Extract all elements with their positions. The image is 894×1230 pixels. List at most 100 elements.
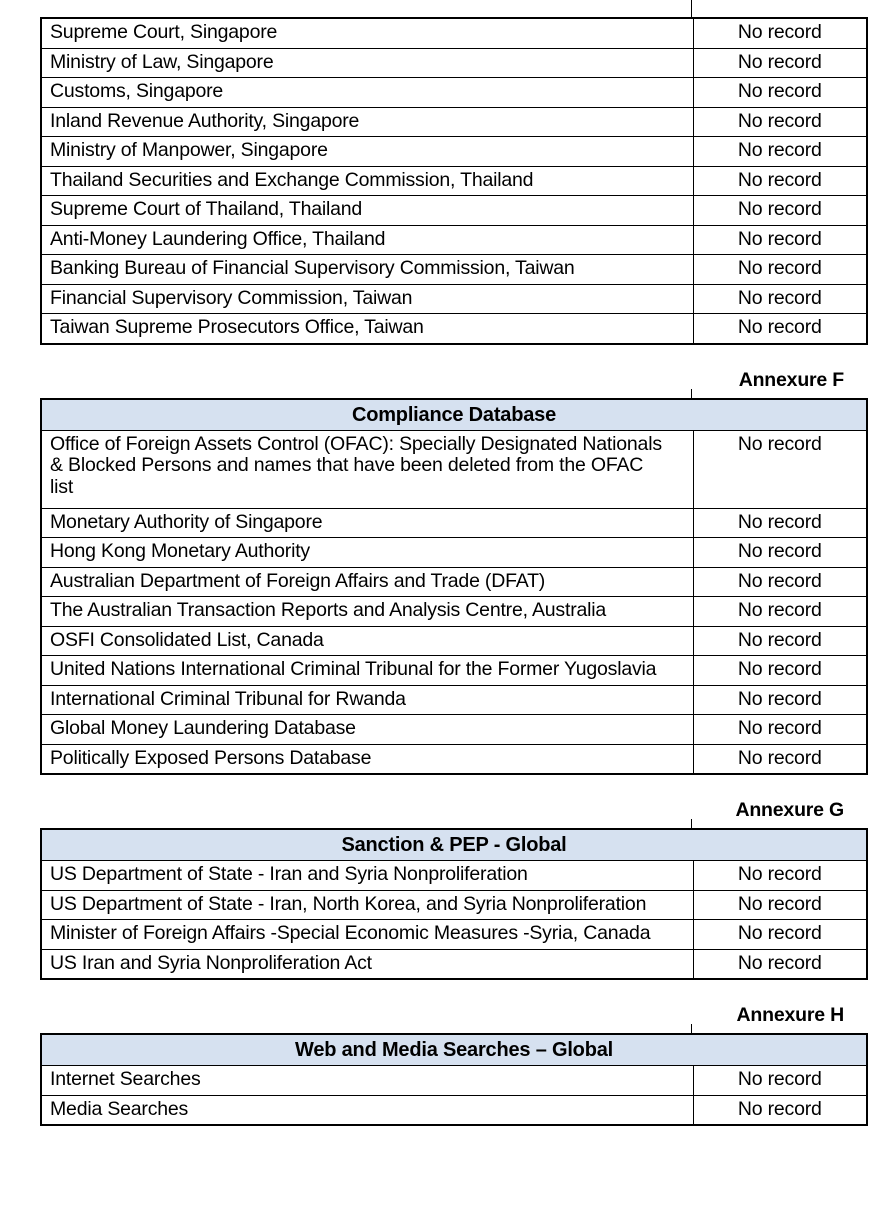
result-cell: No record bbox=[692, 948, 868, 980]
result-cell: No record bbox=[692, 106, 868, 137]
table-row: US Department of State - Iran and Syria … bbox=[40, 860, 868, 891]
table-row: International Criminal Tribunal for Rwan… bbox=[40, 684, 868, 715]
web-media-searches-table: Web and Media Searches – Global Internet… bbox=[40, 1033, 869, 1126]
table-row: Ministry of Manpower, Singapore No record bbox=[40, 136, 868, 167]
result-cell: No record bbox=[692, 429, 868, 509]
table-row: Inland Revenue Authority, Singapore No re… bbox=[40, 106, 868, 137]
result-cell: No record bbox=[692, 566, 868, 597]
table-row: Banking Bureau of Financial Supervisory … bbox=[40, 254, 868, 285]
source-cell: US Department of State - Iran, North Kor… bbox=[40, 889, 694, 920]
table-header-row: Compliance Database bbox=[40, 398, 868, 431]
result-cell: No record bbox=[692, 195, 868, 226]
table-row: Anti-Money Laundering Office, Thailand No… bbox=[40, 224, 868, 255]
annexure-label-f: Annexure F bbox=[738, 368, 844, 391]
web-media-searches-table-wrap: Web and Media Searches – Global Internet… bbox=[40, 1024, 869, 1126]
table-row: US Department of State - Iran, North Kor… bbox=[40, 889, 868, 920]
result-cell: No record bbox=[692, 919, 868, 950]
table-title: Web and Media Searches – Global bbox=[40, 1033, 868, 1066]
source-cell: OSFI Consolidated List, Canada bbox=[40, 625, 694, 656]
result-cell: No record bbox=[692, 860, 868, 891]
table-row: Hong Kong Monetary Authority No record bbox=[40, 537, 868, 568]
column-divider-tick bbox=[690, 388, 693, 398]
annexure-label-h: Annexure H bbox=[736, 1004, 845, 1026]
table-row: Supreme Court of Thailand, Thailand No re… bbox=[40, 195, 868, 226]
table-row: Internet Searches No record bbox=[40, 1065, 868, 1096]
result-cell: No record bbox=[692, 165, 868, 196]
table-row: Australian Department of Foreign Affairs… bbox=[40, 566, 868, 597]
table-row: Taiwan Supreme Prosecutors Office, Taiwa… bbox=[40, 313, 868, 344]
table-row: OSFI Consolidated List, Canada No record bbox=[40, 625, 868, 656]
result-cell: No record bbox=[692, 283, 868, 314]
result-cell: No record bbox=[692, 313, 868, 344]
source-cell: Hong Kong Monetary Authority bbox=[40, 537, 694, 568]
result-cell: No record bbox=[692, 17, 868, 49]
source-cell: Inland Revenue Authority, Singapore bbox=[40, 106, 694, 137]
source-cell: The Australian Transaction Reports and A… bbox=[40, 596, 694, 627]
result-cell: No record bbox=[692, 254, 868, 285]
table-row: Minister of Foreign Affairs -Special Eco… bbox=[40, 919, 868, 950]
annexure-label-g: Annexure G bbox=[735, 799, 844, 821]
table-row: Politically Exposed Persons Database No r… bbox=[40, 743, 868, 775]
sanction-pep-table: Sanction & PEP - Global US Department of… bbox=[40, 828, 869, 980]
source-cell: Monetary Authority of Singapore bbox=[40, 507, 694, 538]
result-cell: No record bbox=[692, 1094, 868, 1126]
result-cell: No record bbox=[692, 684, 868, 715]
table-row: Thailand Securities and Exchange Commiss… bbox=[40, 165, 868, 196]
table-row: Financial Supervisory Commission, Taiwan… bbox=[40, 283, 868, 314]
source-cell: Supreme Court of Thailand, Thailand bbox=[40, 195, 694, 226]
result-cell: No record bbox=[692, 1065, 868, 1096]
source-cell: Financial Supervisory Commission, Taiwan bbox=[40, 283, 694, 314]
result-cell: No record bbox=[692, 224, 868, 255]
table-row: Global Money Laundering Database No recor… bbox=[40, 714, 868, 745]
table-row: Monetary Authority of Singapore No record bbox=[40, 507, 868, 538]
source-cell: Ministry of Manpower, Singapore bbox=[40, 136, 694, 167]
source-cell: Customs, Singapore bbox=[40, 77, 694, 108]
source-cell: Internet Searches bbox=[40, 1065, 694, 1096]
result-cell: No record bbox=[692, 77, 868, 108]
source-cell: Supreme Court, Singapore bbox=[40, 17, 694, 49]
sanction-pep-table-wrap: Sanction & PEP - Global US Department of… bbox=[40, 819, 869, 980]
result-cell: No record bbox=[692, 507, 868, 538]
table-title: Compliance Database bbox=[40, 398, 868, 431]
column-divider-tick bbox=[690, 819, 693, 828]
table-header-row: Sanction & PEP - Global bbox=[40, 828, 868, 861]
source-cell: Office of Foreign Assets Control (OFAC):… bbox=[40, 429, 694, 509]
source-cell: Australian Department of Foreign Affairs… bbox=[40, 566, 694, 597]
table-row: Supreme Court, Singapore No record bbox=[40, 17, 868, 49]
source-cell: US Iran and Syria Nonproliferation Act bbox=[40, 948, 694, 980]
result-cell: No record bbox=[692, 889, 868, 920]
source-cell: Anti-Money Laundering Office, Thailand bbox=[40, 224, 694, 255]
source-cell: Taiwan Supreme Prosecutors Office, Taiwa… bbox=[40, 313, 694, 344]
table-row: Customs, Singapore No record bbox=[40, 77, 868, 108]
source-cell: Thailand Securities and Exchange Commiss… bbox=[40, 165, 694, 196]
screening-sources-table-continuation: Supreme Court, Singapore No record Ministr… bbox=[40, 17, 868, 345]
column-divider-tick bbox=[690, 1024, 693, 1033]
column-divider-tick bbox=[690, 0, 693, 17]
table-row: Media Searches No record bbox=[40, 1094, 868, 1126]
table-row: Office of Foreign Assets Control (OFAC):… bbox=[40, 429, 868, 509]
table-row: The Australian Transaction Reports and A… bbox=[40, 596, 868, 627]
result-cell: No record bbox=[692, 537, 868, 568]
result-cell: No record bbox=[692, 47, 868, 78]
source-cell: International Criminal Tribunal for Rwan… bbox=[40, 684, 694, 715]
source-cell: Ministry of Law, Singapore bbox=[40, 47, 694, 78]
compliance-database-table: Compliance Database Office of Foreign As… bbox=[40, 397, 868, 775]
table-title: Sanction & PEP - Global bbox=[40, 828, 868, 861]
result-cell: No record bbox=[692, 136, 868, 167]
table-header-row: Web and Media Searches – Global bbox=[40, 1033, 868, 1066]
source-cell: Media Searches bbox=[40, 1094, 694, 1126]
source-cell: Minister of Foreign Affairs -Special Eco… bbox=[40, 919, 694, 950]
table-row: United Nations International Criminal Tr… bbox=[40, 655, 868, 686]
table-row: Ministry of Law, Singapore No record bbox=[40, 47, 868, 78]
source-cell: US Department of State - Iran and Syria … bbox=[40, 860, 694, 891]
source-cell: Politically Exposed Persons Database bbox=[40, 743, 694, 775]
result-cell: No record bbox=[692, 714, 868, 745]
table-row: US Iran and Syria Nonproliferation Act No… bbox=[40, 948, 868, 980]
result-cell: No record bbox=[692, 655, 868, 686]
source-cell: Banking Bureau of Financial Supervisory … bbox=[40, 254, 694, 285]
result-cell: No record bbox=[692, 596, 868, 627]
compliance-database-table-wrap: Compliance Database Office of Foreign As… bbox=[40, 388, 868, 775]
continuation-table-wrap: Supreme Court, Singapore No record Ministr… bbox=[40, 0, 868, 345]
source-cell: Global Money Laundering Database bbox=[40, 714, 694, 745]
